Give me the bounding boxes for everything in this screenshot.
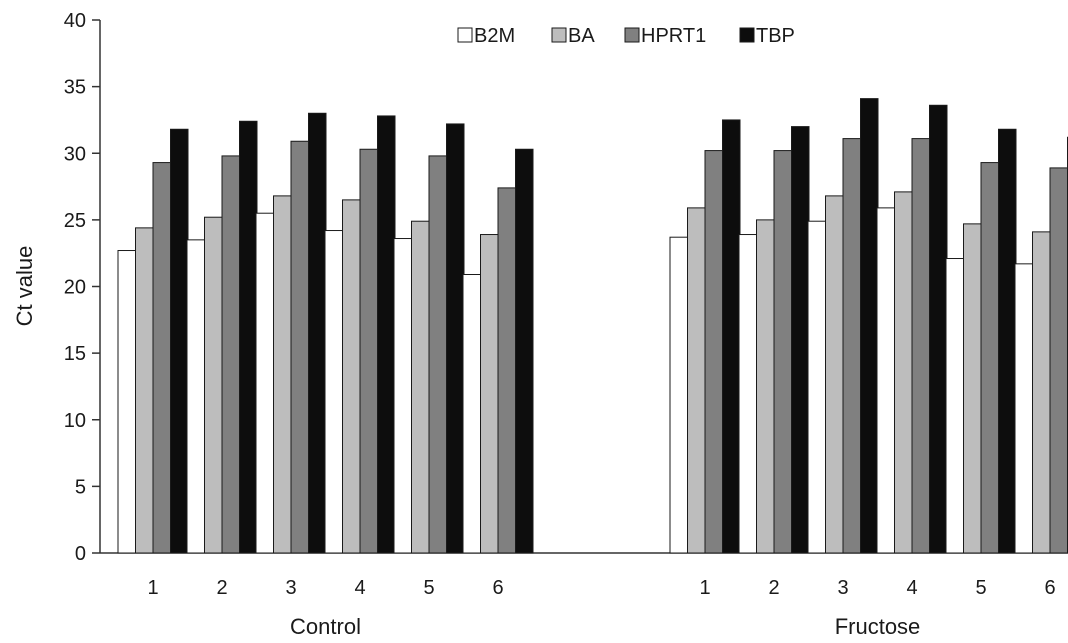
- y-axis-label: Ct value: [12, 246, 37, 327]
- bar-tbp-fructose-4: [929, 104, 948, 554]
- legend-label-b2m: B2M: [474, 25, 515, 47]
- bar-hprt1-fructose-3: [842, 138, 861, 554]
- x-axis: 1 2 3 4 5 6 Control 1 2 3 4 5 6 Fructose: [100, 552, 1068, 639]
- x-tick-label: 5: [975, 577, 986, 599]
- bar-tbp-control-1: [170, 128, 189, 554]
- bar-hprt1-fructose-6: [1049, 167, 1068, 554]
- bars: [117, 98, 1068, 554]
- x-tick-label: 2: [216, 577, 227, 599]
- group-label-control: Control: [290, 614, 361, 639]
- bar-ba-fructose-2: [756, 219, 775, 554]
- bar-ba-control-3: [273, 195, 292, 554]
- bar-hprt1-control-3: [290, 140, 309, 554]
- x-tick-label: 3: [837, 577, 848, 599]
- bar-b2m-control-5: [393, 238, 412, 554]
- group-label-fructose: Fructose: [835, 614, 921, 639]
- y-tick-label: 15: [64, 343, 86, 365]
- legend-label-tbp: TBP: [756, 25, 795, 47]
- y-tick-label: 10: [64, 410, 86, 432]
- bar-hprt1-control-2: [221, 155, 240, 554]
- bar-b2m-control-1: [117, 250, 136, 554]
- bar-tbp-control-4: [377, 115, 396, 554]
- bar-ba-control-4: [342, 199, 361, 554]
- x-tick-label: 5: [423, 577, 434, 599]
- legend-label-hprt1: HPRT1: [641, 25, 706, 47]
- bar-hprt1-fructose-5: [980, 162, 999, 554]
- bar-tbp-control-3: [308, 112, 327, 554]
- x-tick-label: 6: [492, 577, 503, 599]
- bar-b2m-fructose-6: [1014, 263, 1033, 554]
- bar-ba-control-1: [135, 227, 154, 554]
- legend: B2M BA HPRT1 TBP: [457, 25, 795, 47]
- bar-hprt1-fructose-4: [911, 138, 930, 554]
- bar-hprt1-control-1: [152, 162, 171, 554]
- bar-b2m-control-2: [186, 239, 205, 554]
- y-tick-label: 25: [64, 210, 86, 232]
- bar-ba-fructose-5: [963, 223, 982, 554]
- y-tick-label: 35: [64, 77, 86, 99]
- bar-b2m-control-6: [462, 274, 481, 554]
- bar-tbp-fructose-1: [722, 119, 741, 554]
- legend-swatch-b2m: [457, 27, 473, 43]
- x-tick-label: 2: [768, 577, 779, 599]
- x-tick-label: 4: [906, 577, 917, 599]
- bar-tbp-control-5: [446, 123, 465, 554]
- bar-ba-control-2: [204, 216, 223, 554]
- x-tick-label: 1: [699, 577, 710, 599]
- legend-label-ba: BA: [568, 25, 595, 47]
- x-tick-label: 3: [285, 577, 296, 599]
- y-tick-label: 20: [64, 277, 86, 299]
- bar-ba-fructose-1: [687, 207, 706, 554]
- bar-hprt1-fructose-2: [773, 150, 792, 554]
- bar-tbp-fructose-2: [791, 126, 810, 554]
- x-tick-label: 6: [1044, 577, 1055, 599]
- y-tick-label: 0: [75, 543, 86, 565]
- bar-tbp-fructose-3: [860, 98, 879, 554]
- y-tick-label: 5: [75, 476, 86, 498]
- bar-ba-fructose-3: [825, 195, 844, 554]
- x-tick-label: 1: [147, 577, 158, 599]
- bar-ba-control-6: [480, 234, 499, 554]
- bar-b2m-fructose-1: [669, 236, 688, 554]
- bar-tbp-control-6: [515, 148, 534, 554]
- x-tick-label: 4: [354, 577, 365, 599]
- bar-hprt1-control-4: [359, 148, 378, 554]
- legend-swatch-ba: [551, 27, 567, 43]
- bar-b2m-control-3: [255, 212, 274, 554]
- bar-ba-fructose-4: [894, 191, 913, 554]
- y-tick-label: 30: [64, 143, 86, 165]
- y-tick-label: 40: [64, 10, 86, 32]
- legend-swatch-tbp: [739, 27, 755, 43]
- bar-tbp-control-2: [239, 120, 258, 554]
- bar-b2m-fructose-5: [945, 258, 964, 554]
- y-axis: 0 5 10 15 20 25 30 35 40: [64, 10, 101, 565]
- bar-hprt1-control-5: [428, 155, 447, 554]
- bar-b2m-fructose-4: [876, 207, 895, 554]
- bar-ba-control-5: [411, 220, 430, 554]
- bar-b2m-fructose-2: [738, 234, 757, 554]
- bar-b2m-control-4: [324, 230, 343, 554]
- legend-swatch-hprt1: [624, 27, 640, 43]
- bar-hprt1-control-6: [497, 187, 516, 554]
- bar-tbp-fructose-5: [998, 128, 1017, 554]
- bar-ba-fructose-6: [1032, 231, 1051, 554]
- bar-b2m-fructose-3: [807, 220, 826, 554]
- bar-hprt1-fructose-1: [704, 150, 723, 554]
